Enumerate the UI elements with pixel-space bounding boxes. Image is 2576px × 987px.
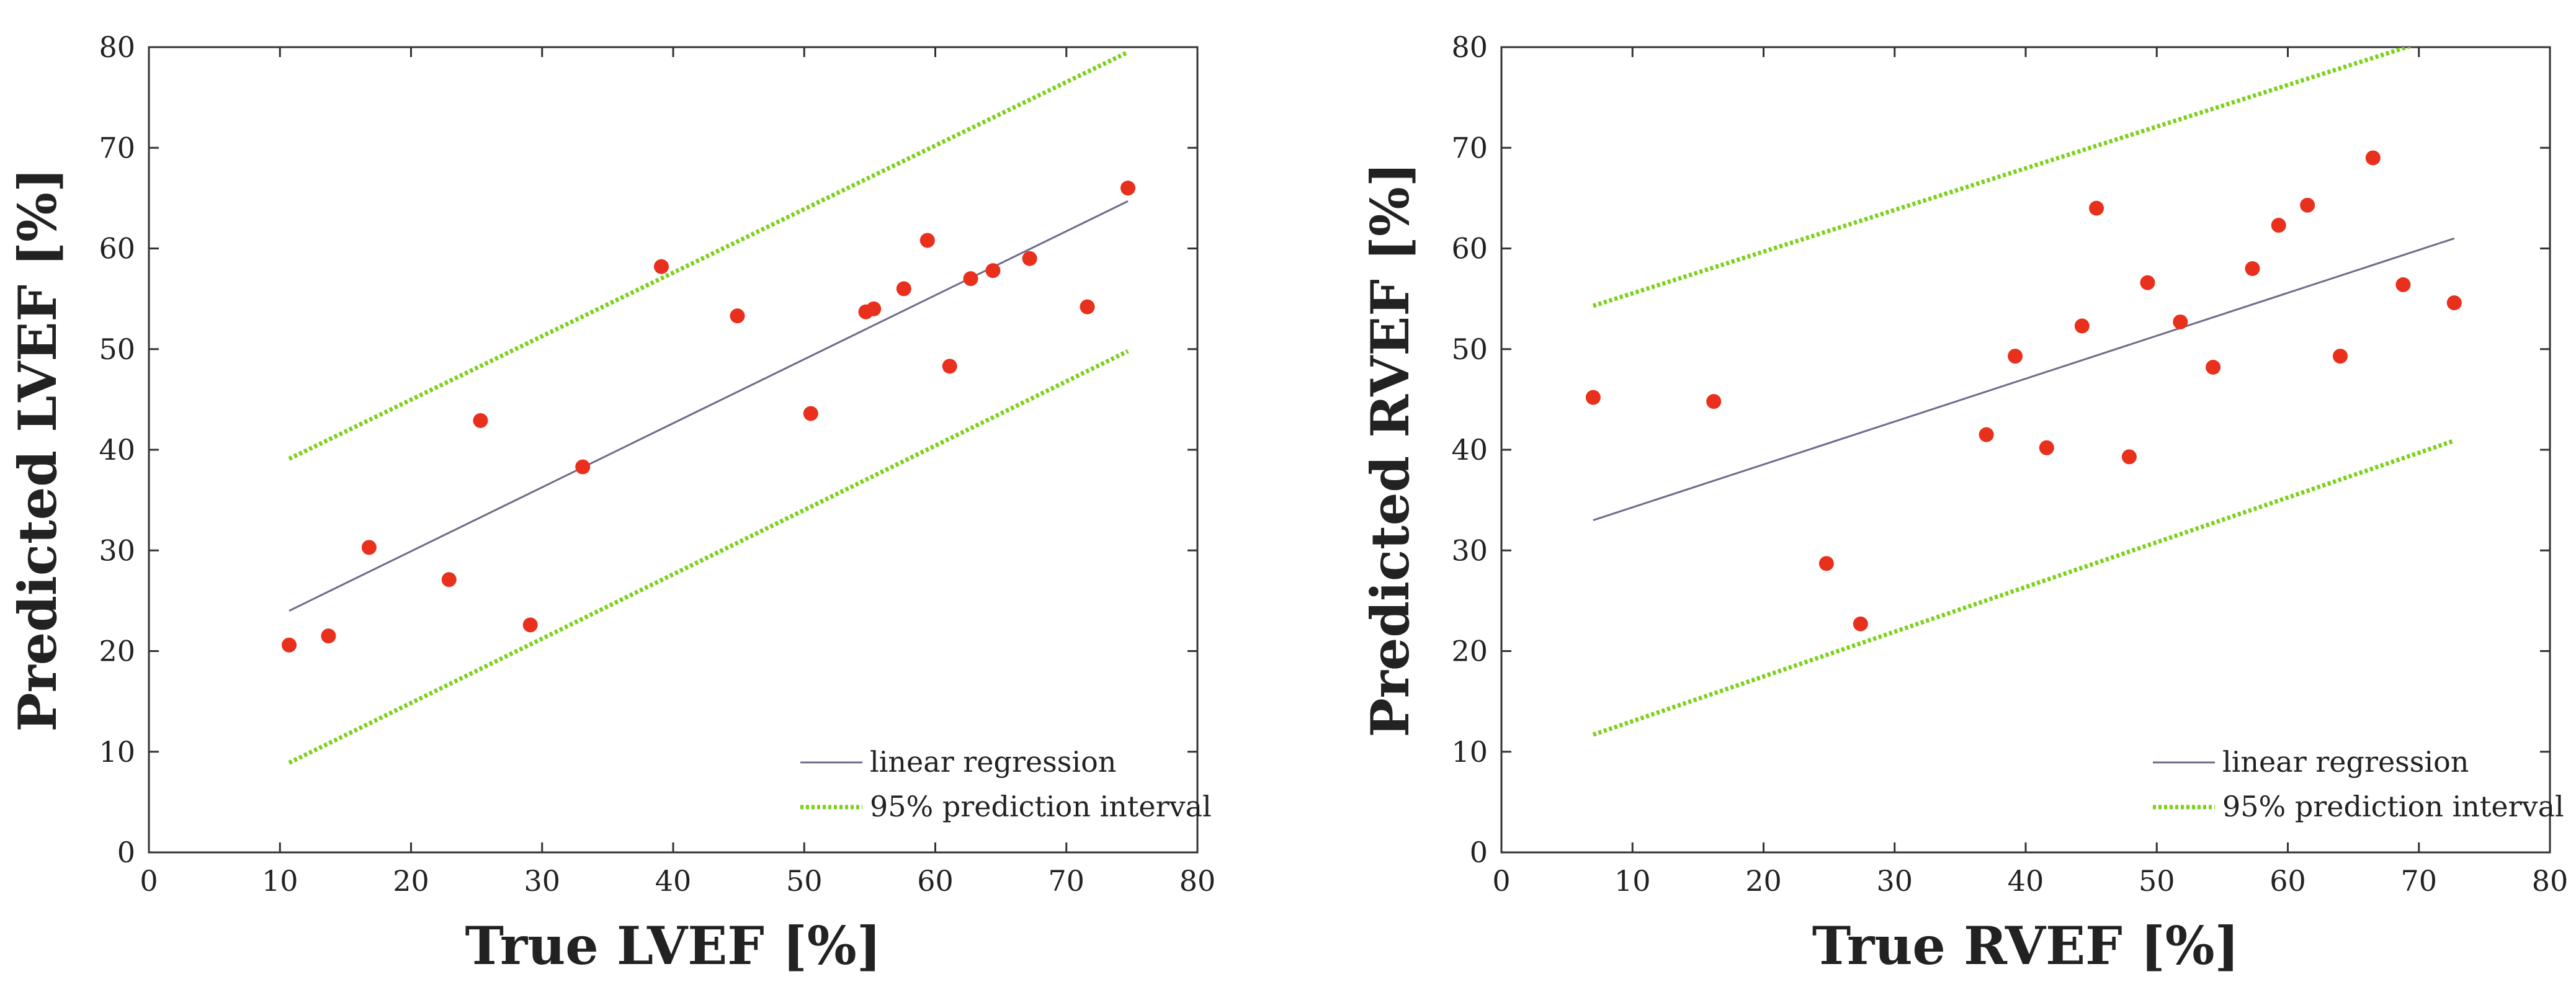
y-tick-label: 40 (1451, 433, 1488, 467)
y-tick-label: 40 (99, 433, 135, 467)
x-tick-label: 80 (2532, 864, 2569, 898)
data-point (1818, 556, 1834, 571)
y-tick-label: 30 (1451, 534, 1488, 567)
data-point (441, 572, 457, 587)
data-point (963, 271, 978, 287)
data-point (2206, 359, 2221, 375)
data-point (522, 617, 538, 633)
y-tick-label: 30 (99, 534, 135, 567)
data-point (2039, 440, 2054, 455)
data-point (1120, 181, 1136, 196)
prediction-interval-line (288, 50, 1129, 461)
data-point (1853, 616, 1868, 632)
legend-label: linear regression (870, 745, 1116, 779)
legend-label: linear regression (2222, 745, 2469, 779)
data-point (866, 301, 882, 316)
x-axis-label: True RVEF [%] (1812, 915, 2240, 976)
data-point (2074, 318, 2090, 334)
data-point (942, 359, 957, 374)
x-tick-label: 0 (1492, 864, 1510, 898)
data-point (2121, 449, 2137, 465)
legend-label: 95% prediction interval (870, 790, 1212, 823)
x-tick-label: 60 (2270, 864, 2306, 898)
prediction-interval-line (1592, 439, 2455, 737)
data-point (2395, 277, 2411, 292)
data-point (1080, 299, 1095, 315)
data-point (2300, 197, 2315, 213)
plot-lines (1592, 47, 2455, 737)
x-tick-label: 20 (1745, 864, 1782, 898)
x-tick-label: 10 (262, 864, 298, 898)
data-point (2271, 218, 2286, 233)
regression-line (288, 200, 1129, 612)
y-tick-label: 0 (1470, 836, 1488, 869)
y-tick-label: 70 (99, 131, 135, 164)
regression-line (1593, 237, 2455, 522)
x-tick-label: 50 (786, 864, 823, 898)
y-tick-label: 80 (1451, 30, 1488, 64)
x-tick-label: 0 (140, 864, 158, 898)
x-tick-label: 70 (1048, 864, 1085, 898)
data-point (730, 308, 745, 324)
data-point (2446, 295, 2462, 311)
prediction-interval-line (1592, 47, 2414, 308)
data-point (919, 233, 935, 248)
data-point (896, 281, 911, 297)
data-point (2089, 200, 2104, 216)
x-tick-label: 50 (2139, 864, 2175, 898)
y-tick-label: 60 (99, 232, 135, 266)
chart-panel-left: 0 10 20 30 40 50 60 70 80 0 10 20 30 40 50 60 70 80 True L… (7, 30, 1215, 976)
data-point (1585, 390, 1601, 405)
data-point (2173, 314, 2188, 329)
y-tick-label: 20 (1451, 635, 1488, 668)
data-point (321, 628, 336, 644)
y-axis-label: Predicted LVEF [%] (7, 167, 68, 731)
legend-label: 95% prediction interval (2222, 790, 2564, 823)
y-tick-label: 10 (99, 735, 135, 769)
x-tick-label: 40 (2008, 864, 2044, 898)
y-tick-label: 10 (1451, 735, 1488, 769)
data-point (2365, 150, 2381, 166)
x-tick-label: 10 (1614, 864, 1651, 898)
data-point (575, 459, 591, 475)
x-tick-label: 30 (524, 864, 560, 898)
data-point (2245, 261, 2260, 276)
y-tick-label: 50 (1451, 333, 1488, 366)
x-tick-label: 40 (655, 864, 692, 898)
data-point (2140, 275, 2155, 290)
data-point (1979, 427, 1994, 442)
data-point (473, 413, 488, 428)
x-tick-label: 20 (393, 864, 429, 898)
data-point (985, 263, 1001, 279)
x-tick-label: 70 (2400, 864, 2437, 898)
x-axis-label: True LVEF [%] (465, 915, 882, 976)
data-point (2008, 349, 2023, 364)
data-point (803, 406, 818, 421)
x-tick-label: 30 (1876, 864, 1913, 898)
y-tick-label: 0 (117, 836, 135, 869)
data-point (361, 540, 377, 555)
y-axis-label: Predicted RVEF [%] (1359, 162, 1421, 737)
y-tick-label: 70 (1451, 131, 1488, 164)
y-tick-label: 50 (99, 333, 135, 366)
data-point (1022, 251, 1037, 266)
x-tick-label: 60 (917, 864, 954, 898)
y-tick-label: 80 (99, 30, 135, 64)
prediction-interval-line (288, 349, 1129, 765)
y-tick-label: 20 (99, 635, 135, 668)
data-point (2333, 349, 2348, 364)
plot-lines (288, 50, 1129, 765)
data-point (282, 637, 297, 653)
data-point (653, 259, 669, 274)
y-tick-label: 60 (1451, 232, 1488, 266)
chart-panel-right: 0 10 20 30 40 50 60 70 80 0 10 20 30 40 50 60 70 80 True R… (1359, 30, 2568, 976)
data-point (1706, 394, 1722, 409)
x-tick-label: 80 (1179, 864, 1216, 898)
